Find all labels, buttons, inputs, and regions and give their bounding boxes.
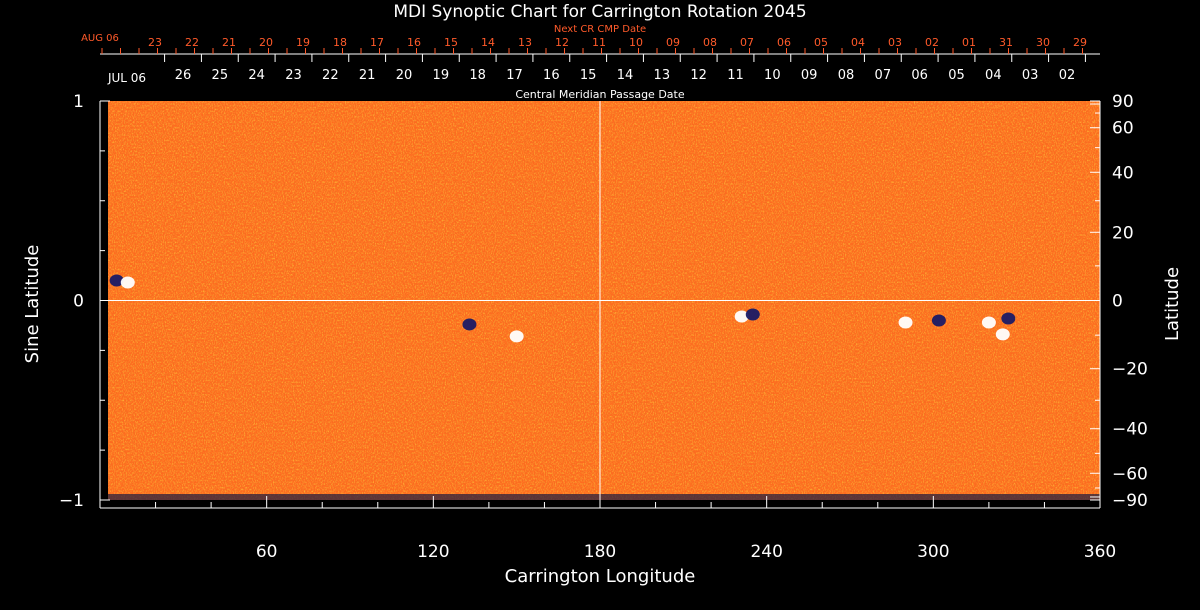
top-red-tick-label: 17: [370, 36, 384, 49]
y-tick-label-left: −1: [59, 491, 84, 511]
top-red-tick-label: 18: [333, 36, 347, 49]
x-tick-label: 180: [584, 542, 616, 562]
top-red-tick-label: 20: [259, 36, 273, 49]
active-region-negative: [109, 274, 124, 287]
top-red-tick-label: 30: [1036, 36, 1050, 49]
y-axis-title-right: Latitude: [1162, 267, 1183, 341]
top-red-tick-label: 15: [444, 36, 458, 49]
top-red-tick-label: 11: [592, 36, 606, 49]
top-red-tick-label: 07: [740, 36, 754, 49]
x-tick-label: 300: [917, 542, 949, 562]
cmp-date-label: Central Meridian Passage Date: [515, 88, 684, 101]
map-bottom-edge: [108, 494, 1100, 500]
top-red-tick-label: 02: [925, 36, 939, 49]
top-red-tick-label: 10: [629, 36, 643, 49]
top-red-tick-label: 06: [777, 36, 791, 49]
y-tick-label-right: 40: [1112, 163, 1134, 183]
x-tick-label: 60: [256, 542, 278, 562]
y-tick-label-right: 0: [1112, 292, 1123, 312]
top-white-tick-label: 25: [212, 68, 229, 83]
top-red-tick-label: 08: [703, 36, 717, 49]
top-red-tick-label: 29: [1073, 36, 1087, 49]
y-tick-label-right: 20: [1112, 223, 1134, 243]
top-red-tick-label: 23: [148, 36, 162, 49]
top-red-start-label: AUG 06: [81, 33, 119, 44]
x-tick-label: 240: [750, 542, 782, 562]
top-red-tick-label: 05: [814, 36, 828, 49]
active-region-positive: [734, 310, 749, 323]
top-white-tick-label: 20: [396, 68, 413, 83]
y-axis-title-left: Sine Latitude: [22, 245, 43, 364]
active-region-positive: [995, 328, 1010, 341]
y-tick-label-left: 1: [73, 92, 84, 112]
top-red-tick-label: 03: [888, 36, 902, 49]
top-white-tick-label: 07: [875, 68, 892, 83]
top-white-tick-label: 21: [359, 68, 376, 83]
x-tick-label: 360: [1084, 542, 1116, 562]
top-white-tick-label: 22: [322, 68, 339, 83]
top-red-tick-label: 04: [851, 36, 865, 49]
active-region-positive: [981, 316, 996, 329]
top-red-tick-label: 01: [962, 36, 976, 49]
top-white-tick-label: 06: [911, 68, 928, 83]
active-region-negative: [745, 308, 760, 321]
active-region-negative: [462, 318, 477, 331]
active-region-negative: [1001, 312, 1016, 325]
top-white-tick-label: 11: [727, 68, 744, 83]
y-tick-label-right: −60: [1112, 464, 1148, 484]
axis-ticks: [99, 48, 1101, 508]
active-regions: [109, 274, 1016, 343]
y-tick-label-right: −40: [1112, 420, 1148, 440]
top-white-tick-label: 09: [801, 68, 818, 83]
top-red-tick-label: 12: [555, 36, 569, 49]
top-red-tick-label: 16: [407, 36, 421, 49]
next-cr-label: Next CR CMP Date: [554, 24, 646, 35]
top-white-tick-label: 13: [654, 68, 671, 83]
top-white-tick-label: 26: [175, 68, 192, 83]
top-white-tick-label: 14: [617, 68, 634, 83]
top-white-tick-label: 02: [1059, 68, 1076, 83]
active-region-positive: [509, 330, 524, 343]
y-tick-label-right: 90: [1112, 92, 1134, 112]
active-region-positive: [120, 276, 135, 289]
y-tick-label-left: 0: [73, 292, 84, 312]
top-white-tick-label: 10: [764, 68, 781, 83]
top-white-tick-label: 12: [690, 68, 707, 83]
top-white-tick-label: 23: [285, 68, 302, 83]
top-red-tick-label: 14: [481, 36, 495, 49]
top-white-tick-label: 15: [580, 68, 597, 83]
y-tick-label-right: −90: [1112, 491, 1148, 511]
top-red-tick-label: 22: [185, 36, 199, 49]
top-white-tick-label: 24: [248, 68, 265, 83]
active-region-positive: [898, 316, 913, 329]
top-red-tick-label: 09: [666, 36, 680, 49]
y-tick-label-right: −20: [1112, 360, 1148, 380]
grid-lines: [100, 101, 1100, 508]
axis-labels: 60 120 180 240 300 36010−1906040200−20−40−60−…: [59, 36, 1148, 562]
x-axis-title: Carrington Longitude: [505, 566, 696, 587]
top-white-tick-label: 04: [985, 68, 1002, 83]
top-red-tick-label: 31: [999, 36, 1013, 49]
top-white-tick-label: 03: [1022, 68, 1039, 83]
top-white-start-label: JUL 06: [107, 71, 146, 85]
top-white-tick-label: 18: [469, 68, 486, 83]
x-tick-label: 120: [417, 542, 449, 562]
y-tick-label-right: 60: [1112, 119, 1134, 139]
top-red-tick-label: 21: [222, 36, 236, 49]
top-white-tick-label: 16: [543, 68, 560, 83]
top-white-tick-label: 05: [948, 68, 965, 83]
top-white-tick-label: 17: [506, 68, 523, 83]
top-red-tick-label: 19: [296, 36, 310, 49]
top-white-tick-label: 19: [433, 68, 450, 83]
chart-title: MDI Synoptic Chart for Carrington Rotati…: [393, 2, 806, 22]
top-white-tick-label: 08: [838, 68, 855, 83]
active-region-negative: [931, 314, 946, 327]
top-red-tick-label: 13: [518, 36, 532, 49]
